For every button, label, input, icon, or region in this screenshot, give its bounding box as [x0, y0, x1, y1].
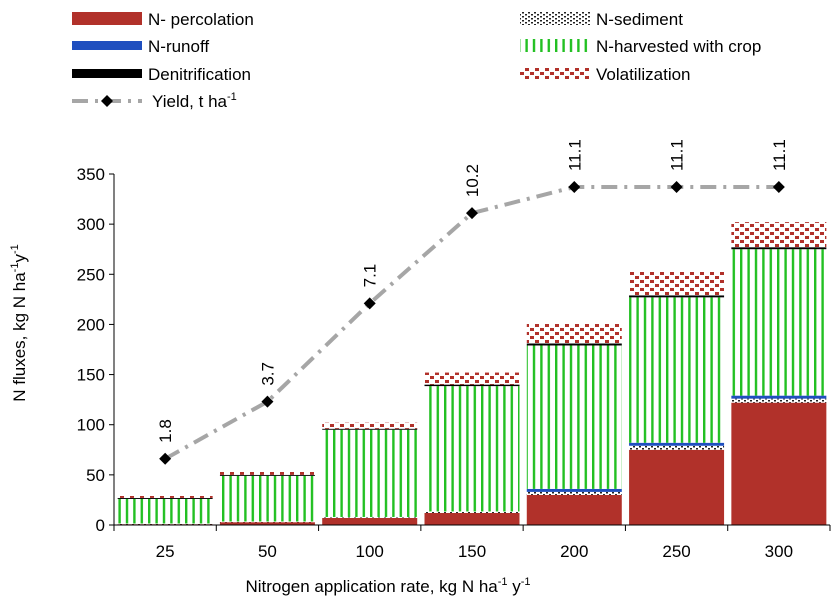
bar-segment-perc — [526, 494, 622, 525]
yield-point — [363, 297, 376, 310]
bar-segment-vol — [322, 422, 418, 429]
legend-label-run: N-runoff — [148, 37, 209, 56]
yield-point — [772, 181, 785, 194]
bar-segment-vol — [629, 271, 725, 296]
bar-segment-sed — [219, 521, 315, 523]
bar-segment-harv — [731, 249, 827, 396]
legend-label-perc: N- percolation — [148, 10, 254, 29]
legend-swatch-perc — [72, 12, 142, 25]
legend-label-vol: Volatilization — [596, 65, 691, 84]
legend-label-harv: N-harvested with crop — [596, 37, 761, 56]
bar-stack — [424, 372, 520, 525]
y-tick-label: 300 — [77, 215, 105, 234]
legend-marker-yield — [101, 95, 113, 107]
yield-label: 11.1 — [565, 139, 584, 171]
yield-label: 11.1 — [770, 139, 789, 171]
legend-swatch-vol — [520, 67, 590, 80]
yield-label: 10.2 — [463, 164, 482, 197]
bar-segment-vol — [117, 495, 213, 498]
bar-segment-den — [117, 497, 213, 499]
yield-point — [466, 207, 478, 220]
bar-segment-vol — [424, 372, 520, 385]
yield-point — [568, 181, 581, 194]
yield-point — [670, 181, 683, 194]
bar-segment-den — [424, 384, 520, 387]
legend-label-sed: N-sediment — [596, 10, 683, 29]
yield-label: 7.1 — [361, 264, 380, 288]
bar-stack — [117, 495, 213, 525]
bar-segment-harv — [322, 429, 418, 517]
bar-segment-sed — [424, 511, 520, 513]
y-tick-label: 150 — [77, 366, 105, 385]
bar-segment-sed — [117, 523, 213, 525]
bar-segment-vol — [731, 222, 827, 248]
bar-segment-harv — [424, 386, 520, 512]
bar-stack — [629, 271, 725, 525]
bar-segment-sed — [629, 445, 725, 450]
bar-segment-den — [322, 428, 418, 430]
x-tick-label: 25 — [156, 542, 175, 561]
y-tick-label: 350 — [77, 165, 105, 184]
y-tick-label: 200 — [77, 315, 105, 334]
bar-segment-harv — [629, 297, 725, 443]
yield-point — [261, 395, 274, 408]
yield-series: 1.8 3.7 7.1 10.2 11.1 11.1 11.1 — [156, 139, 789, 465]
legend-swatch-den — [72, 69, 142, 78]
x-tick-label: 50 — [258, 542, 277, 561]
x-tick-label: 200 — [560, 542, 588, 561]
bar-stack — [322, 422, 418, 525]
stacked-bars — [117, 222, 827, 525]
bar-segment-den — [629, 295, 725, 298]
bar-segment-harv — [219, 475, 315, 522]
legend-label-yield: Yield, t ha-1 — [152, 91, 237, 111]
x-tick-label: 150 — [458, 542, 486, 561]
bar-segment-den — [219, 474, 315, 476]
y-tick-label: 100 — [77, 416, 105, 435]
bar-segment-perc — [219, 521, 315, 525]
legend: N- percolation N-runoff Denitrification N-s… — [72, 10, 761, 111]
bar-segment-run — [731, 395, 827, 399]
bar-segment-vol — [526, 323, 622, 344]
bar-stack — [731, 222, 827, 525]
yield-label: 1.8 — [156, 419, 175, 443]
y-tick-label: 0 — [96, 516, 105, 535]
bar-segment-sed — [526, 491, 622, 495]
x-tick-label: 250 — [662, 542, 690, 561]
x-tick-label: 100 — [356, 542, 384, 561]
bar-segment-sed — [322, 516, 418, 518]
legend-swatch-harv — [520, 39, 590, 52]
yield-label: 11.1 — [668, 139, 687, 171]
bar-segment-harv — [526, 345, 622, 489]
axes: 0 50 100 150 200 250 300 350 25 50 100 150 200 250 300 — [77, 165, 831, 561]
bar-segment-den — [731, 247, 827, 250]
bar-segment-run — [526, 488, 622, 492]
bar-segment-harv — [117, 498, 213, 524]
bar-segment-perc — [117, 523, 213, 525]
bar-segment-perc — [424, 512, 520, 525]
legend-swatch-sed — [520, 12, 590, 25]
bar-segment-perc — [731, 402, 827, 525]
y-tick-label: 50 — [86, 466, 105, 485]
legend-label-den: Denitrification — [148, 65, 251, 84]
x-axis-title: Nitrogen application rate, kg N ha-1 y-1 — [245, 576, 530, 596]
bar-stack — [219, 471, 315, 525]
x-tick-label: 300 — [765, 542, 793, 561]
y-tick-label: 250 — [77, 265, 105, 284]
bar-segment-den — [526, 343, 622, 346]
yield-point — [159, 452, 172, 465]
bar-segment-perc — [322, 517, 418, 525]
legend-swatch-run — [72, 41, 142, 50]
bar-segment-perc — [629, 449, 725, 525]
bar-segment-run — [629, 442, 725, 446]
bar-stack — [526, 323, 622, 525]
y-axis-title: N fluxes, kg N ha-1y-1 — [9, 244, 29, 402]
bar-segment-sed — [731, 398, 827, 403]
yield-label: 3.7 — [258, 362, 277, 386]
bar-segment-vol — [219, 471, 315, 475]
